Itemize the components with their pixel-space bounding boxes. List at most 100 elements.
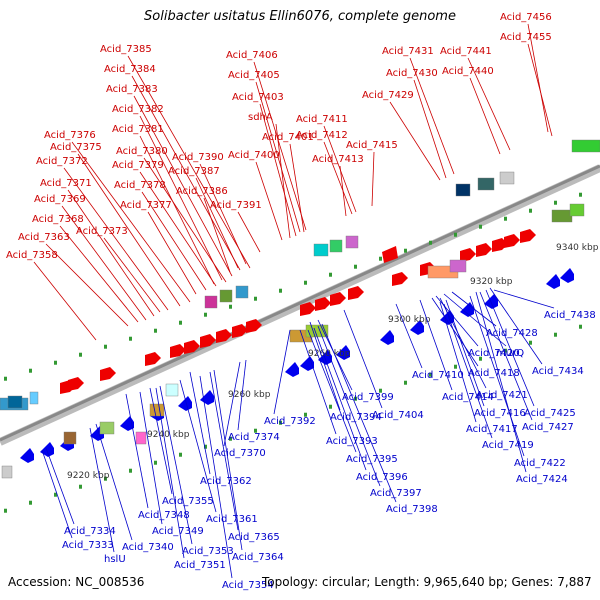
top-gene-label-text: Acid_7376 [44,130,96,141]
tick-mark [229,436,232,441]
tick-mark [254,296,257,301]
bottom-gene-label: Acid_7414 [419,299,494,403]
reverse-gene-arrow [410,320,424,335]
reverse-gene-arrow [285,362,299,377]
bottom-gene-label: Acid_7438 [493,289,596,321]
top-leader-line [409,57,455,175]
bottom-gene-label: Acid_7374 [228,359,280,443]
tick-mark [404,248,407,253]
forward-gene-arrow [200,334,216,348]
top-gene-label-text: Acid_7411 [296,114,348,125]
feature-block [313,243,329,257]
tick-mark [404,380,407,385]
bottom-gene-label-text: Acid_7349 [152,526,204,537]
bottom-leader-line [125,393,149,509]
bottom-gene-label: Acid_7417 [439,301,518,435]
top-leader-line [259,103,297,237]
bottom-leader-line [485,289,535,407]
top-gene-label: Acid_7363 [18,232,129,327]
top-leader-line [255,161,283,241]
top-leader-line [45,243,129,327]
bottom-gene-label: Acid_7355 [149,387,214,507]
feature-block [135,431,147,445]
bottom-leader-line [41,449,73,539]
top-leader-line [127,55,251,269]
accession-label: Accession: NC_008536 [8,575,145,589]
bottom-gene-label-text: Acid_7355 [162,496,214,507]
top-gene-label: Acid_7369 [34,194,147,321]
tick-mark [29,500,32,505]
top-gene-label: Acid_7378 [114,180,207,291]
tick-mark [354,264,357,269]
bottom-gene-label: Acid_7365 [209,371,280,543]
top-gene-label-text: Acid_7441 [440,46,492,57]
bottom-gene-label: murQ [443,293,524,359]
top-gene-label-text: Acid_7405 [228,70,280,81]
tick-mark [329,272,332,277]
top-gene-label: Acid_7403 [232,92,297,237]
forward-gene-arrow [170,344,186,358]
bottom-gene-label: Acid_7348 [125,393,190,521]
bottom-gene-label: Acid_7416 [445,299,526,419]
tick-mark [104,476,107,481]
feature-block [329,239,343,253]
tick-mark [429,372,432,377]
bottom-gene-label-text: Acid_7374 [228,432,280,443]
top-gene-label: Acid_7387 [168,166,239,269]
tick-mark [79,484,82,489]
scale-label: 9340 kbp [556,243,599,253]
top-gene-label-text: Acid_7429 [362,90,414,101]
forward-gene-arrow [300,302,316,316]
bottom-gene-label-text: Acid_7392 [264,416,316,427]
top-leader-line [527,43,553,137]
top-leader-line [143,157,227,283]
bottom-leader-line [443,293,507,347]
bottom-gene-label-text: Acid_7417 [466,424,518,435]
feature-block [571,139,600,153]
top-gene-label: Acid_7405 [228,70,301,233]
bottom-leader-line [159,385,193,545]
bottom-gene-label: Acid_7353 [159,385,234,557]
top-gene-label: Acid_7413 [312,154,364,217]
feature-block [149,403,165,417]
top-leader-line [139,115,223,281]
bottom-gene-label-text: Acid_7427 [522,422,574,433]
top-gene-label: Acid_7412 [296,130,353,215]
bottom-leader-line [445,299,485,407]
top-gene-label: Acid_7440 [442,66,501,155]
tick-mark [379,388,382,393]
top-gene-label: Acid_7379 [112,160,217,287]
top-gene-label-text: Acid_7387 [168,166,220,177]
tick-mark [179,320,182,325]
bottom-gene-label: Acid_7422 [469,295,566,469]
bottom-gene-label: Acid_7424 [475,291,568,485]
bottom-gene-label: Acid_7434 [489,287,584,377]
bottom-leader-line [343,309,383,409]
top-gene-label: Acid_7456 [500,12,552,133]
tick-mark [504,348,507,353]
tick-mark [579,192,582,197]
top-leader-line [71,141,191,303]
top-gene-label-text: Acid_7379 [112,160,164,171]
top-gene-label-text: Acid_7415 [346,140,398,151]
bottom-gene-label: Acid_7349 [139,391,204,537]
top-gene-label: Acid_7373 [76,226,161,313]
bottom-gene-label-text: Acid_7395 [346,454,398,465]
genome-summary: Topology: circular; Length: 9,965,640 bp… [262,575,592,589]
bottom-gene-label: Acid_7398 [321,323,438,515]
top-gene-label: Acid_7382 [112,104,223,281]
forward-gene-arrow [392,272,408,286]
top-gene-label: Acid_7415 [346,140,398,207]
top-gene-label: Acid_7375 [50,142,181,307]
top-leader-line [339,165,347,217]
top-gene-label: Acid_7381 [112,124,215,285]
top-leader-line [133,95,233,277]
tick-mark [104,344,107,349]
forward-gene-arrow [460,248,476,262]
bottom-gene-label: Acid_7364 [213,369,284,563]
tick-mark [204,312,207,317]
top-gene-label-text: Acid_7431 [382,46,434,57]
top-gene-label: Acid_7430 [386,68,447,179]
bottom-gene-label-text: Acid_7410 [412,370,464,381]
